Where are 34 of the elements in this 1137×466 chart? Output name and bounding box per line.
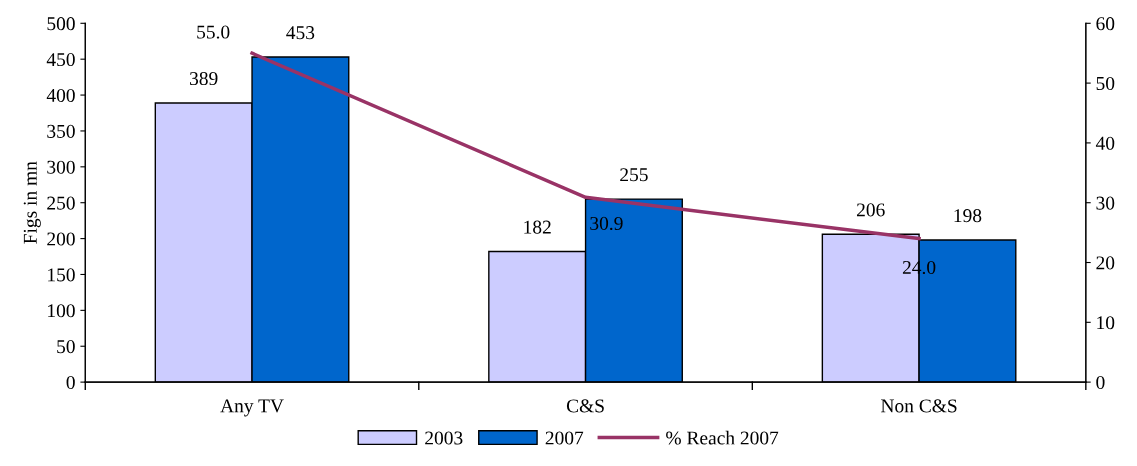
- data-label: 55.0: [197, 25, 230, 39]
- legend-label: % Reach 2007: [666, 430, 779, 445]
- y-tick-label: 450: [46, 53, 75, 67]
- data-label: 182: [524, 220, 551, 234]
- y-tick-label: 350: [47, 124, 75, 138]
- y2-tick-label: 0: [1096, 375, 1105, 390]
- y-tick-label: 100: [48, 304, 75, 318]
- data-label: 198: [954, 209, 982, 223]
- y2-tick-label: 10: [1097, 316, 1115, 330]
- data-label: 389: [190, 72, 218, 86]
- y2-tick-label: 50: [1096, 76, 1115, 91]
- x-tick-label: C&S: [566, 399, 604, 413]
- y-tick-label: 400: [46, 88, 75, 102]
- data-label: 206: [856, 203, 885, 217]
- y-tick-label: 150: [48, 268, 75, 282]
- y2-tick-label: 60: [1096, 17, 1115, 31]
- y-tick-label: 50: [57, 340, 75, 354]
- y2-tick-label: 30: [1096, 196, 1115, 210]
- y-tick-label: 300: [47, 160, 75, 174]
- data-label: 453: [286, 26, 315, 40]
- data-label: 30.9: [590, 216, 623, 231]
- y-tick-label: 200: [47, 232, 75, 246]
- y-tick-label: 500: [47, 17, 75, 31]
- legend-label: 2007: [545, 431, 584, 445]
- x-tick-label: Non C&S: [881, 399, 957, 413]
- data-label: 255: [620, 168, 648, 182]
- y-tick-label: 250: [47, 196, 75, 210]
- y-tick-label: 0: [66, 375, 75, 390]
- y2-tick-label: 40: [1095, 136, 1115, 150]
- y-axis-title: Figs in mn: [23, 161, 41, 244]
- legend-label: 2003: [425, 431, 463, 445]
- data-label: 24.0: [902, 260, 936, 275]
- x-tick-label: Any TV: [220, 399, 284, 417]
- y2-tick-label: 20: [1096, 256, 1115, 270]
